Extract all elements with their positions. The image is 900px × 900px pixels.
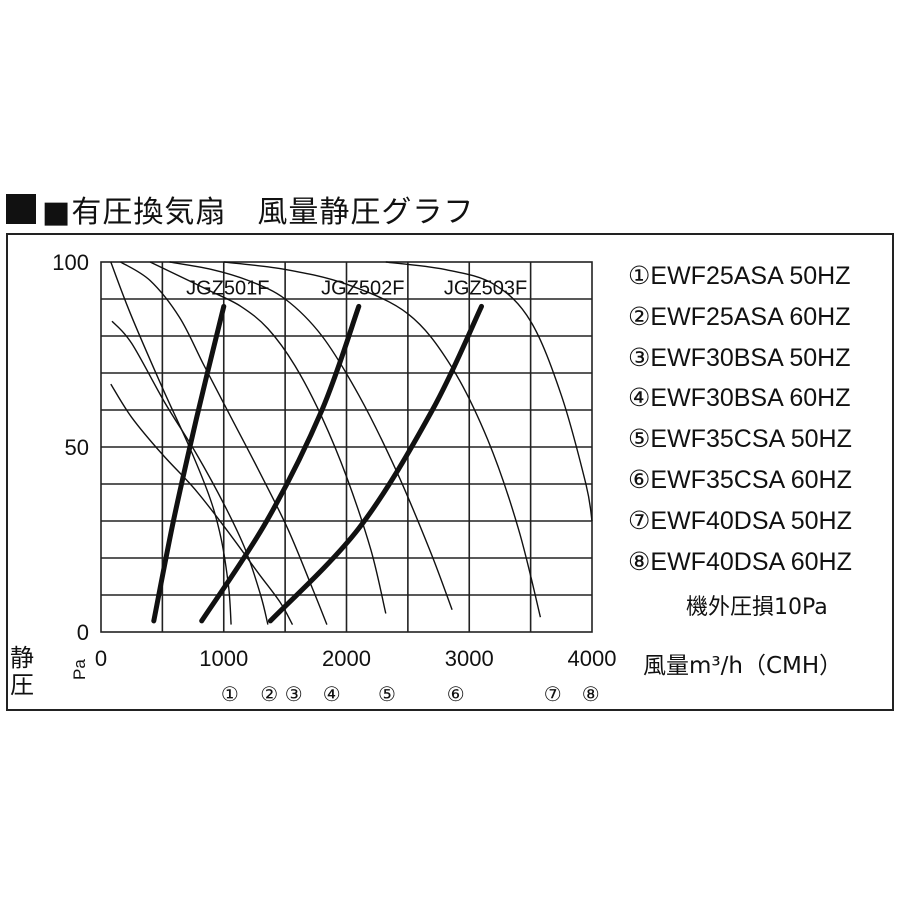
plot-border xyxy=(100,261,593,633)
x-tick-label: 0 xyxy=(95,646,107,671)
y-axis-unit: Pa xyxy=(70,659,89,680)
x-axis-label: 風量m³/h（CMH） xyxy=(643,653,843,679)
fan-curve-⑧ xyxy=(385,261,593,522)
fan-curve-⑦ xyxy=(223,261,542,618)
chart-title: ■有圧換気扇 風量静圧グラフ xyxy=(6,189,475,230)
x-marker-label: ② xyxy=(260,682,278,706)
y-tick-label: 100 xyxy=(52,250,89,275)
pressure-loss-note: 機外圧損10Pa xyxy=(686,595,828,620)
legend-item: ⑤EWF35CSA 50HZ xyxy=(628,425,852,454)
y-tick-label: 0 xyxy=(77,620,89,645)
system-curve-label: JGZ501F xyxy=(186,277,269,299)
system-curve xyxy=(199,303,362,624)
x-tick-label: 2000 xyxy=(322,646,371,671)
x-tick-label: 1000 xyxy=(199,646,248,671)
legend: ①EWF25ASA 50HZ ②EWF25ASA 60HZ ③EWF30BSA … xyxy=(628,256,852,582)
system-curve xyxy=(151,303,227,624)
fan-curve-③ xyxy=(110,383,294,625)
legend-item: ⑧EWF40DSA 60HZ xyxy=(628,547,852,576)
y-axis-label: 静圧 xyxy=(10,644,34,699)
x-marker-label: ④ xyxy=(323,682,341,706)
x-marker-label: ⑧ xyxy=(582,682,600,706)
title-square-icon xyxy=(6,194,36,224)
legend-item: ①EWF25ASA 50HZ xyxy=(628,262,851,290)
legend-item: ④EWF30BSA 60HZ xyxy=(628,384,851,413)
legend-item: ⑦EWF40DSA 50HZ xyxy=(628,506,852,535)
y-tick-label: 50 xyxy=(65,435,89,460)
system-curve-label: JGZ503F xyxy=(444,277,527,299)
legend-item: ⑥EWF35CSA 60HZ xyxy=(628,465,852,494)
x-marker-label: ③ xyxy=(285,682,303,706)
chart-frame xyxy=(6,233,894,711)
x-marker-label: ⑥ xyxy=(447,682,465,706)
fan-curve-⑥ xyxy=(169,261,453,611)
x-marker-label: ① xyxy=(221,682,239,706)
x-marker-label: ⑦ xyxy=(544,682,562,706)
x-tick-label: 4000 xyxy=(568,646,617,671)
legend-item: ③EWF30BSA 50HZ xyxy=(628,343,851,372)
system-curve xyxy=(267,303,484,624)
system-curve-label: JGZ502F xyxy=(321,277,404,299)
chart-title-text: ■有圧換気扇 風量静圧グラフ xyxy=(42,195,475,230)
fan-curve-④ xyxy=(120,261,328,625)
legend-item: ②EWF25ASA 60HZ xyxy=(628,302,851,331)
fan-curve-② xyxy=(111,320,269,625)
x-marker-label: ⑤ xyxy=(378,682,396,706)
x-tick-label: 3000 xyxy=(445,646,494,671)
fan-curve-① xyxy=(110,261,232,625)
